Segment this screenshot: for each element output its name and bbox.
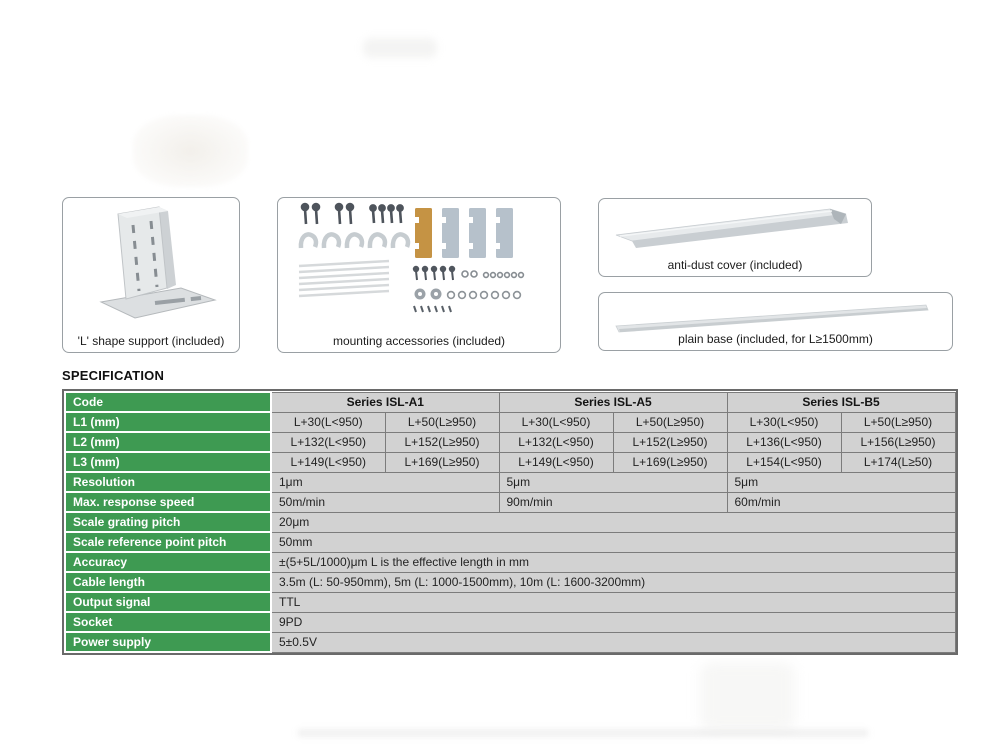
watermark-smudge xyxy=(700,662,795,730)
row-label-l2: L2 (mm) xyxy=(64,431,272,453)
row-label-output-signal: Output signal xyxy=(64,591,272,613)
cell-value: 20μm xyxy=(270,511,956,533)
row-label-max-response-speed: Max. response speed xyxy=(64,491,272,513)
l-shape-support-caption: 'L' shape support (included) xyxy=(77,334,225,348)
cell-value: 50m/min xyxy=(270,491,500,513)
row-label-code: Code xyxy=(64,391,272,413)
row-label-cable-length: Cable length xyxy=(64,571,272,593)
cell-value: 90m/min xyxy=(498,491,728,513)
table-row: Resolution 1μm 5μm 5μm xyxy=(64,471,956,493)
anti-dust-cover-caption: anti-dust cover (included) xyxy=(667,258,803,272)
table-row: Scale grating pitch 20μm xyxy=(64,511,956,533)
cell-value: L+174(L≥50) xyxy=(840,451,956,473)
l-shape-support-panel: 'L' shape support (included) xyxy=(62,197,240,353)
cell-value: ±(5+5L/1000)μm L is the effective length… xyxy=(270,551,956,573)
specification-table-wrapper: Code Series ISL-A1 Series ISL-A5 Series … xyxy=(62,389,958,655)
cell-value: L+50(L≥950) xyxy=(612,411,728,433)
cell-value: 5μm xyxy=(726,471,956,493)
anti-dust-cover-image xyxy=(615,208,848,248)
cell-value: 3.5m (L: 50-950mm), 5m (L: 1000-1500mm),… xyxy=(270,571,956,593)
cell-value: 9PD xyxy=(270,611,956,633)
row-label-scale-grating-pitch: Scale grating pitch xyxy=(64,511,272,533)
cell-value: L+50(L≥950) xyxy=(384,411,500,433)
cell-value: L+169(L≥950) xyxy=(612,451,728,473)
cell-value: L+30(L<950) xyxy=(498,411,614,433)
table-row: Code Series ISL-A1 Series ISL-A5 Series … xyxy=(64,391,956,413)
cell-value: L+50(L≥950) xyxy=(840,411,956,433)
cell-value: L+152(L≥950) xyxy=(612,431,728,453)
cell-value: L+149(L<950) xyxy=(498,451,614,473)
mounting-accessories-panel: mounting accessories (included) xyxy=(277,197,561,353)
watermark-smudge xyxy=(363,38,437,58)
series-header-isl-a1: Series ISL-A1 xyxy=(270,391,500,413)
table-row: Power supply 5±0.5V xyxy=(64,631,956,653)
specification-heading: SPECIFICATION xyxy=(62,368,165,383)
cell-value: L+136(L<950) xyxy=(726,431,842,453)
plain-base-caption: plain base (included, for L≥1500mm) xyxy=(678,332,873,346)
row-label-accuracy: Accuracy xyxy=(64,551,272,573)
row-label-l1: L1 (mm) xyxy=(64,411,272,433)
l-shape-support-image xyxy=(99,206,217,319)
row-label-l3: L3 (mm) xyxy=(64,451,272,473)
series-header-isl-a5: Series ISL-A5 xyxy=(498,391,728,413)
row-label-resolution: Resolution xyxy=(64,471,272,493)
cell-value: 60m/min xyxy=(726,491,956,513)
mounting-accessories-image xyxy=(298,202,525,313)
series-header-isl-b5: Series ISL-B5 xyxy=(726,391,956,413)
table-row: Socket 9PD xyxy=(64,611,956,633)
cell-value: L+132(L<950) xyxy=(498,431,614,453)
cell-value: L+169(L≥950) xyxy=(384,451,500,473)
cell-value: 50mm xyxy=(270,531,956,553)
cell-value: L+149(L<950) xyxy=(270,451,386,473)
cell-value: L+30(L<950) xyxy=(270,411,386,433)
watermark-smudge xyxy=(298,729,868,737)
table-row: Scale reference point pitch 50mm xyxy=(64,531,956,553)
cell-value: L+156(L≥950) xyxy=(840,431,956,453)
row-label-socket: Socket xyxy=(64,611,272,633)
row-label-scale-reference-point-pitch: Scale reference point pitch xyxy=(64,531,272,553)
cell-value: 1μm xyxy=(270,471,500,493)
table-row: Cable length 3.5m (L: 50-950mm), 5m (L: … xyxy=(64,571,956,593)
row-label-power-supply: Power supply xyxy=(64,631,272,653)
cell-value: L+154(L<950) xyxy=(726,451,842,473)
mounting-accessories-caption: mounting accessories (included) xyxy=(332,334,506,348)
cell-value: 5μm xyxy=(498,471,728,493)
table-row: Accuracy ±(5+5L/1000)μm L is the effecti… xyxy=(64,551,956,573)
watermark-smudge xyxy=(133,115,248,187)
cell-value: TTL xyxy=(270,591,956,613)
cell-value: L+132(L<950) xyxy=(270,431,386,453)
cell-value: L+30(L<950) xyxy=(726,411,842,433)
table-row: Max. response speed 50m/min 90m/min 60m/… xyxy=(64,491,956,513)
table-row: Output signal TTL xyxy=(64,591,956,613)
cell-value: 5±0.5V xyxy=(270,631,956,653)
cell-value: L+152(L≥950) xyxy=(384,431,500,453)
table-row: L2 (mm) L+132(L<950) L+152(L≥950) L+132(… xyxy=(64,431,956,453)
table-row: L3 (mm) L+149(L<950) L+169(L≥950) L+149(… xyxy=(64,451,956,473)
table-row: L1 (mm) L+30(L<950) L+50(L≥950) L+30(L<9… xyxy=(64,411,956,433)
anti-dust-cover-panel: anti-dust cover (included) xyxy=(598,198,872,277)
plain-base-panel: plain base (included, for L≥1500mm) xyxy=(598,292,953,351)
specification-table: Code Series ISL-A1 Series ISL-A5 Series … xyxy=(64,391,956,653)
plain-base-image xyxy=(615,304,929,333)
